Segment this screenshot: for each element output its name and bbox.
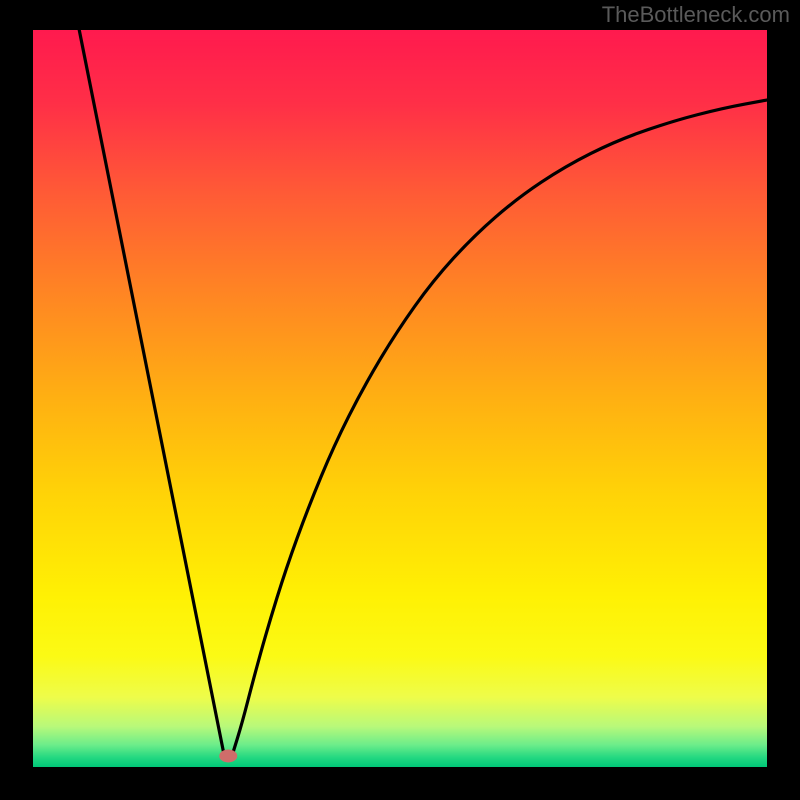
- watermark-text: TheBottleneck.com: [602, 2, 790, 28]
- chart-svg: [33, 30, 767, 767]
- gradient-background: [33, 30, 767, 767]
- plot-area: [33, 30, 767, 767]
- optimal-point-marker: [219, 749, 237, 762]
- chart-frame: TheBottleneck.com: [0, 0, 800, 800]
